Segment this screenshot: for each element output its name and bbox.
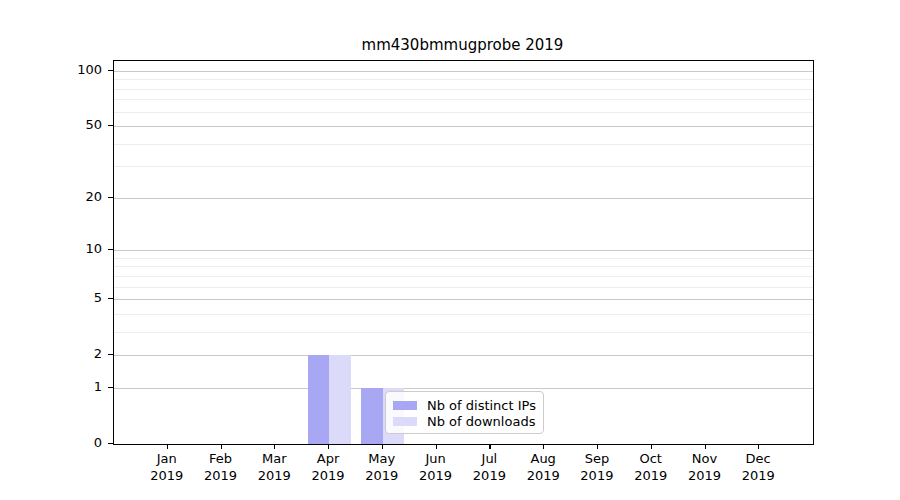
minor-gridline: [114, 89, 813, 90]
minor-gridline: [114, 258, 813, 259]
plot-area: [113, 60, 814, 445]
x-tick-label: Dec2019: [718, 450, 798, 484]
chart-figure: mm430bmmugprobe 2019 0125102050100 Jan20…: [0, 0, 900, 500]
major-gridline: [114, 250, 813, 251]
bar-distinct-ips-may: [361, 388, 383, 444]
minor-gridline: [114, 287, 813, 288]
legend: Nb of distinct IPsNb of downloads: [385, 391, 544, 434]
major-gridline: [114, 71, 813, 72]
major-gridline: [114, 388, 813, 389]
x-tick-mark: [651, 444, 652, 449]
x-tick-mark: [705, 444, 706, 449]
y-tick-mark: [108, 125, 113, 126]
x-tick-month: Dec: [718, 450, 798, 467]
minor-gridline: [114, 112, 813, 113]
legend-label: Nb of distinct IPs: [427, 398, 536, 413]
x-tick-mark: [274, 444, 275, 449]
chart-title: mm430bmmugprobe 2019: [113, 36, 812, 54]
major-gridline: [114, 198, 813, 199]
y-tick-label: 10: [2, 241, 102, 257]
legend-entry: Nb of downloads: [393, 413, 535, 429]
minor-gridline: [114, 166, 813, 167]
y-tick-label: 2: [2, 346, 102, 362]
y-tick-mark: [108, 197, 113, 198]
minor-gridline: [114, 99, 813, 100]
legend-swatch: [393, 417, 417, 426]
y-tick-mark: [108, 70, 113, 71]
legend-label: Nb of downloads: [427, 414, 535, 429]
x-tick-mark: [221, 444, 222, 449]
major-gridline: [114, 126, 813, 127]
y-tick-mark: [108, 298, 113, 299]
x-tick-mark: [597, 444, 598, 449]
minor-gridline: [114, 79, 813, 80]
major-gridline: [114, 355, 813, 356]
bar-downloads-apr: [329, 355, 351, 444]
y-tick-label: 50: [2, 117, 102, 133]
y-tick-mark: [108, 249, 113, 250]
y-tick-label: 100: [2, 62, 102, 78]
x-tick-mark: [758, 444, 759, 449]
y-tick-label: 20: [2, 189, 102, 205]
minor-gridline: [114, 266, 813, 267]
y-tick-label: 1: [2, 379, 102, 395]
legend-swatch: [393, 401, 417, 410]
minor-gridline: [114, 144, 813, 145]
x-tick-mark: [167, 444, 168, 449]
bar-distinct-ips-apr: [308, 355, 330, 444]
minor-gridline: [114, 332, 813, 333]
x-tick-mark: [382, 444, 383, 449]
minor-gridline: [114, 276, 813, 277]
major-gridline: [114, 299, 813, 300]
y-tick-mark: [108, 354, 113, 355]
y-tick-label: 5: [2, 290, 102, 306]
legend-entry: Nb of distinct IPs: [393, 397, 535, 413]
y-tick-mark: [108, 387, 113, 388]
y-tick-mark: [108, 443, 113, 444]
minor-gridline: [114, 314, 813, 315]
y-tick-label: 0: [2, 435, 102, 451]
x-tick-mark: [489, 444, 490, 449]
x-tick-mark: [436, 444, 437, 449]
x-tick-year: 2019: [718, 467, 798, 484]
x-tick-mark: [543, 444, 544, 449]
x-tick-mark: [328, 444, 329, 449]
